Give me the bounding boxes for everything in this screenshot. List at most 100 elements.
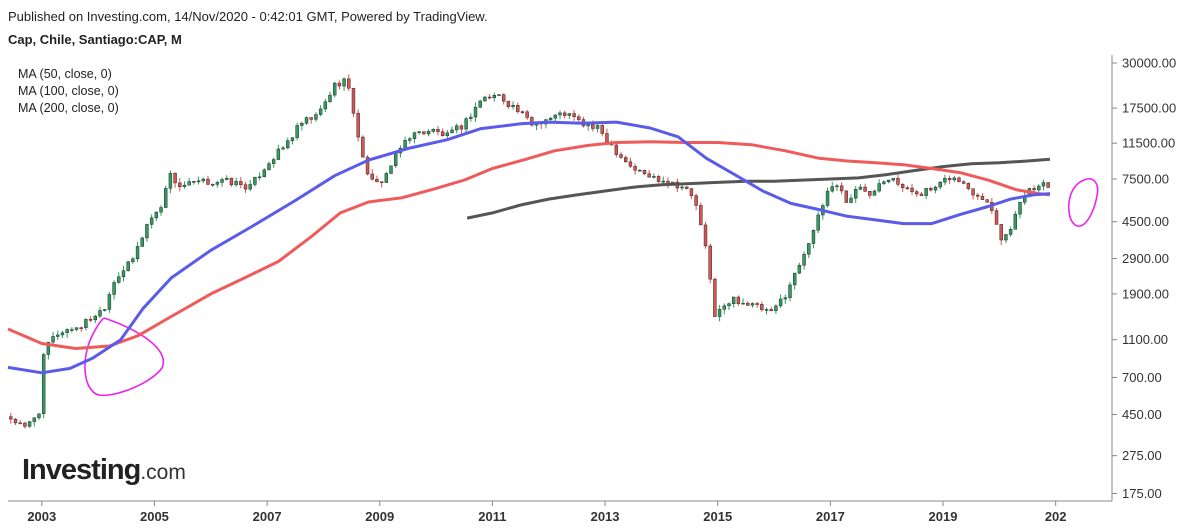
candle-body [98, 310, 102, 317]
candle-body [844, 190, 849, 203]
candle-body [807, 243, 811, 255]
candle-body [408, 138, 412, 141]
candle-body [18, 422, 22, 425]
candle-body [1032, 188, 1036, 191]
symbol-title: Cap, Chile, Santiago:CAP, M [8, 32, 182, 47]
candle-body [469, 116, 473, 119]
candle-body [79, 327, 83, 329]
candle-body [131, 258, 135, 263]
x-tick-label: 2019 [929, 509, 958, 524]
candle-body [553, 114, 558, 119]
candle-body [445, 132, 450, 136]
candle-body [182, 184, 187, 187]
candle-body [1041, 182, 1046, 187]
x-tick-label: 202 [1045, 509, 1067, 524]
candle-body [1013, 213, 1018, 230]
candle-body [201, 178, 205, 182]
candle-body [365, 156, 370, 175]
candle-body [149, 217, 154, 225]
candle-body [1046, 182, 1050, 188]
candle-body [243, 184, 248, 190]
candle-body [65, 329, 69, 333]
y-tick-label: 1900.00 [1122, 286, 1169, 301]
candle-body [290, 137, 295, 141]
candle-body [976, 194, 980, 197]
candle-body [501, 94, 506, 102]
candle-body [966, 183, 971, 189]
candle-body [891, 178, 895, 181]
logo-main: Investing [22, 454, 141, 486]
candle-body [41, 354, 46, 415]
candle-body [440, 131, 445, 136]
candle-body [483, 96, 487, 102]
candle-body [835, 185, 839, 188]
x-tick-label: 2017 [816, 509, 845, 524]
candle-body [778, 298, 783, 307]
candle-body [88, 319, 93, 321]
candle-body [37, 413, 41, 419]
candle-body [267, 163, 271, 171]
candle-body [525, 111, 529, 118]
candle-body [877, 183, 881, 192]
ma200-legend: MA (200, close, 0) [18, 101, 119, 115]
candle-body [262, 169, 266, 178]
candle-body [520, 111, 525, 113]
candle-body [586, 124, 590, 127]
candle-body [652, 176, 656, 178]
candle-body [389, 165, 393, 174]
candle-body [300, 123, 304, 126]
candle-body [60, 332, 65, 336]
candle-body [276, 148, 281, 160]
candle-body [422, 131, 426, 135]
candle-body [164, 188, 168, 208]
candle-body [370, 173, 374, 180]
candle-body [84, 319, 88, 328]
candle-body [412, 132, 417, 139]
candle-body [328, 94, 332, 102]
candle-body [459, 125, 464, 130]
candle-body [849, 197, 853, 203]
candle-body [403, 140, 407, 149]
candle-body [577, 116, 581, 120]
candle-body [361, 136, 365, 158]
candle-body [694, 195, 698, 206]
moving-averages-layer [7, 120, 1051, 375]
candle-body [154, 211, 159, 219]
candle-body [896, 178, 900, 185]
x-tick-label: 2015 [703, 509, 732, 524]
candle-body [548, 117, 553, 120]
x-tick-label: 2009 [365, 509, 394, 524]
candle-body [220, 179, 224, 183]
candle-body [248, 184, 252, 190]
candle-body [900, 184, 905, 189]
candle-body [680, 186, 684, 189]
candle-body [281, 147, 285, 150]
candle-body [929, 188, 933, 191]
candle-body [886, 179, 891, 183]
candle-body [473, 106, 478, 118]
published-note: Published on Investing.com, 14/Nov/2020 … [8, 9, 488, 24]
candle-body [121, 270, 126, 278]
candle-body [919, 193, 924, 196]
candle-body [455, 125, 459, 131]
candle-body [708, 245, 712, 280]
candle-body [736, 296, 741, 304]
candle-body [661, 180, 665, 183]
candle-body [933, 186, 938, 191]
x-tick-label: 2007 [253, 509, 282, 524]
y-tick-label: 450.00 [1122, 407, 1162, 422]
candle-body [32, 417, 36, 422]
candle-body [1018, 202, 1022, 215]
candle-body [863, 186, 867, 192]
candle-body [980, 196, 985, 200]
candle-body [384, 173, 389, 183]
candle-body [1037, 185, 1041, 191]
candle-body [286, 140, 290, 149]
candle-body [1008, 229, 1013, 235]
candle-body [994, 210, 999, 225]
candle-body [600, 125, 604, 134]
candle-body [225, 177, 229, 180]
candle-body [234, 181, 238, 186]
candle-body [774, 305, 778, 311]
